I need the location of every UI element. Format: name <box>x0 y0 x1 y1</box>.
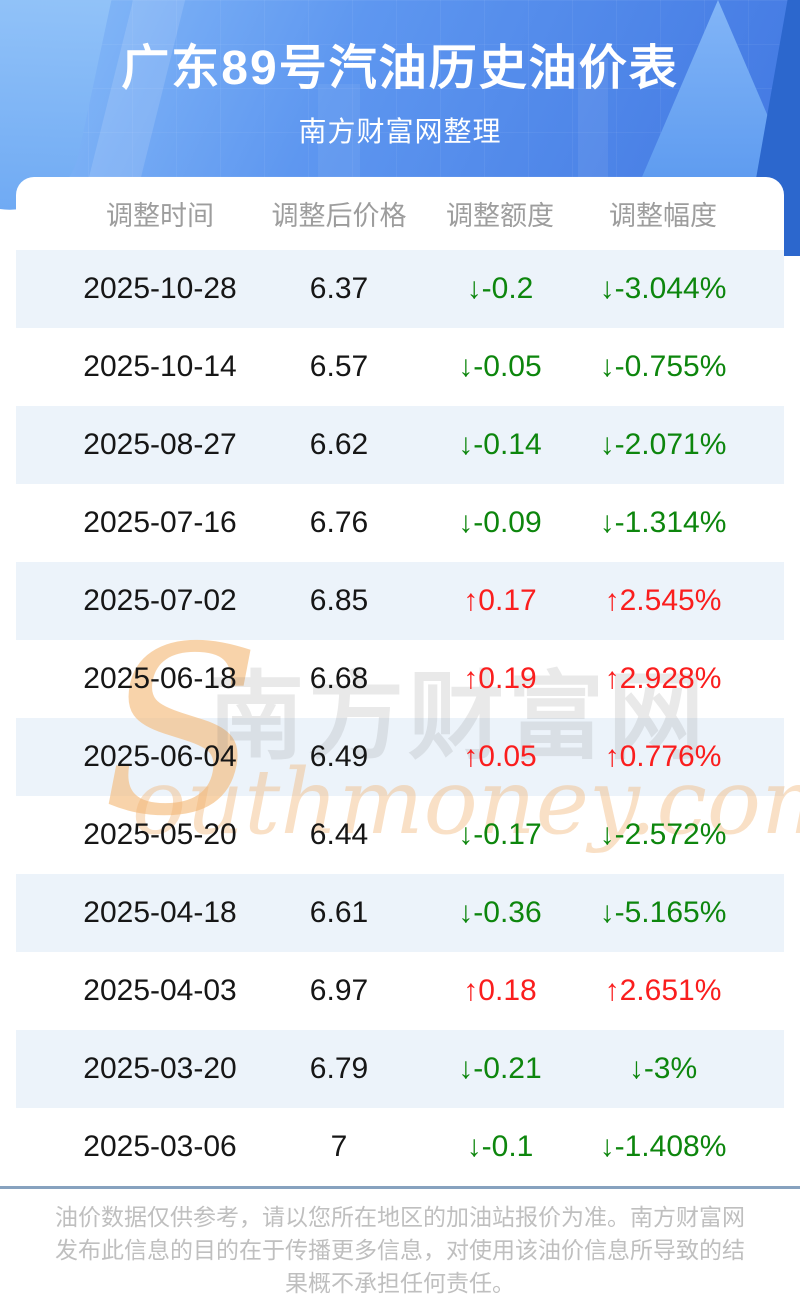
date-cell: 2025-08-27 <box>83 428 237 461</box>
date-cell: 2025-04-03 <box>83 974 237 1007</box>
header-banner: 广东89号汽油历史油价表 南方财富网整理 <box>0 0 800 256</box>
price-cell: 6.57 <box>309 350 369 383</box>
price-cell: 6.49 <box>309 740 369 773</box>
price-cell: 6.62 <box>309 428 369 461</box>
date-cell: 2025-05-20 <box>83 818 237 851</box>
change-percent-cell: ↑2.545% <box>604 584 722 617</box>
date-cell: 2025-04-18 <box>83 896 237 929</box>
change-amount-cell: ↓-0.1 <box>466 1130 534 1163</box>
page-title: 广东89号汽油历史油价表 <box>121 42 679 95</box>
change-percent-cell: ↓-3.044% <box>599 272 727 305</box>
price-cell: 6.76 <box>309 506 369 539</box>
change-percent-cell: ↑0.776% <box>604 740 722 773</box>
table-row: 2025-06-04 6.49 ↑0.05 ↑0.776% <box>16 718 784 796</box>
date-cell: 2025-07-02 <box>83 584 237 617</box>
change-percent-cell: ↓-2.572% <box>599 818 727 851</box>
table-row: 2025-03-06 7 ↓-0.1 ↓-1.408% <box>16 1108 784 1186</box>
change-percent-cell: ↓-1.408% <box>599 1130 727 1163</box>
change-amount-cell: ↑0.19 <box>463 662 537 695</box>
change-percent-cell: ↓-0.755% <box>599 350 727 383</box>
date-cell: 2025-10-28 <box>83 272 237 305</box>
table-header-row: 调整时间 调整后价格 调整额度 调整幅度 <box>16 177 784 250</box>
price-table-card: S 南方财富网 outhmoney.com 调整时间 调整后价格 调整额度 调整… <box>16 177 800 1186</box>
change-amount-cell: ↓-0.14 <box>458 428 542 461</box>
column-header-adjust-range: 调整幅度 <box>609 201 717 231</box>
page-subtitle: 南方财富网整理 <box>298 116 502 147</box>
price-cell: 6.68 <box>309 662 369 695</box>
table-row: 2025-04-03 6.97 ↑0.18 ↑2.651% <box>16 952 784 1030</box>
change-amount-cell: ↑0.05 <box>463 740 537 773</box>
column-header-adjust-time: 调整时间 <box>106 201 214 231</box>
table-row: 2025-07-16 6.76 ↓-0.09 ↓-1.314% <box>16 484 784 562</box>
change-percent-cell: ↓-1.314% <box>599 506 727 539</box>
disclaimer-text: 油价数据仅供参考，请以您所在地区的加油站报价为准。南方财富网发布此信息的目的在于… <box>55 1204 745 1296</box>
table-row: 2025-04-18 6.61 ↓-0.36 ↓-5.165% <box>16 874 784 952</box>
change-amount-cell: ↓-0.09 <box>458 506 542 539</box>
date-cell: 2025-10-14 <box>83 350 237 383</box>
table-row: 2025-03-20 6.79 ↓-0.21 ↓-3% <box>16 1030 784 1108</box>
change-amount-cell: ↓-0.2 <box>466 272 534 305</box>
date-cell: 2025-07-16 <box>83 506 237 539</box>
price-cell: 6.44 <box>309 818 369 851</box>
change-amount-cell: ↑0.17 <box>463 584 537 617</box>
price-cell: 6.97 <box>309 974 369 1007</box>
table-row: 2025-07-02 6.85 ↑0.17 ↑2.545% <box>16 562 784 640</box>
price-cell: 6.61 <box>309 896 369 929</box>
change-percent-cell: ↑2.928% <box>604 662 722 695</box>
change-amount-cell: ↓-0.05 <box>458 350 542 383</box>
change-amount-cell: ↑0.18 <box>463 974 537 1007</box>
price-cell: 7 <box>330 1130 348 1163</box>
change-amount-cell: ↓-0.36 <box>458 896 542 929</box>
table-row: 2025-06-18 6.68 ↑0.19 ↑2.928% <box>16 640 784 718</box>
price-cell: 6.79 <box>309 1052 369 1085</box>
change-percent-cell: ↑2.651% <box>604 974 722 1007</box>
change-amount-cell: ↓-0.17 <box>458 818 542 851</box>
table-body: 2025-10-28 6.37 ↓-0.2 ↓-3.044% 2025-10-1… <box>16 250 784 1186</box>
change-percent-cell: ↓-5.165% <box>599 896 727 929</box>
change-amount-cell: ↓-0.21 <box>458 1052 542 1085</box>
table-row: 2025-10-14 6.57 ↓-0.05 ↓-0.755% <box>16 328 784 406</box>
footer-separator-line <box>0 1186 800 1189</box>
column-header-adjusted-price: 调整后价格 <box>271 201 407 231</box>
date-cell: 2025-03-20 <box>83 1052 237 1085</box>
price-cell: 6.37 <box>309 272 369 305</box>
footer: 油价数据仅供参考，请以您所在地区的加油站报价为准。南方财富网发布此信息的目的在于… <box>0 1189 800 1300</box>
table-row: 2025-05-20 6.44 ↓-0.17 ↓-2.572% <box>16 796 784 874</box>
banner-bar-decoration <box>578 58 608 177</box>
table-row: 2025-08-27 6.62 ↓-0.14 ↓-2.071% <box>16 406 784 484</box>
change-percent-cell: ↓-3% <box>628 1052 698 1085</box>
date-cell: 2025-03-06 <box>83 1130 237 1163</box>
column-header-adjust-amount: 调整额度 <box>446 201 554 231</box>
change-percent-cell: ↓-2.071% <box>599 428 727 461</box>
price-cell: 6.85 <box>309 584 369 617</box>
date-cell: 2025-06-04 <box>83 740 237 773</box>
date-cell: 2025-06-18 <box>83 662 237 695</box>
table-row: 2025-10-28 6.37 ↓-0.2 ↓-3.044% <box>16 250 784 328</box>
banner-bar-decoration <box>318 84 360 177</box>
